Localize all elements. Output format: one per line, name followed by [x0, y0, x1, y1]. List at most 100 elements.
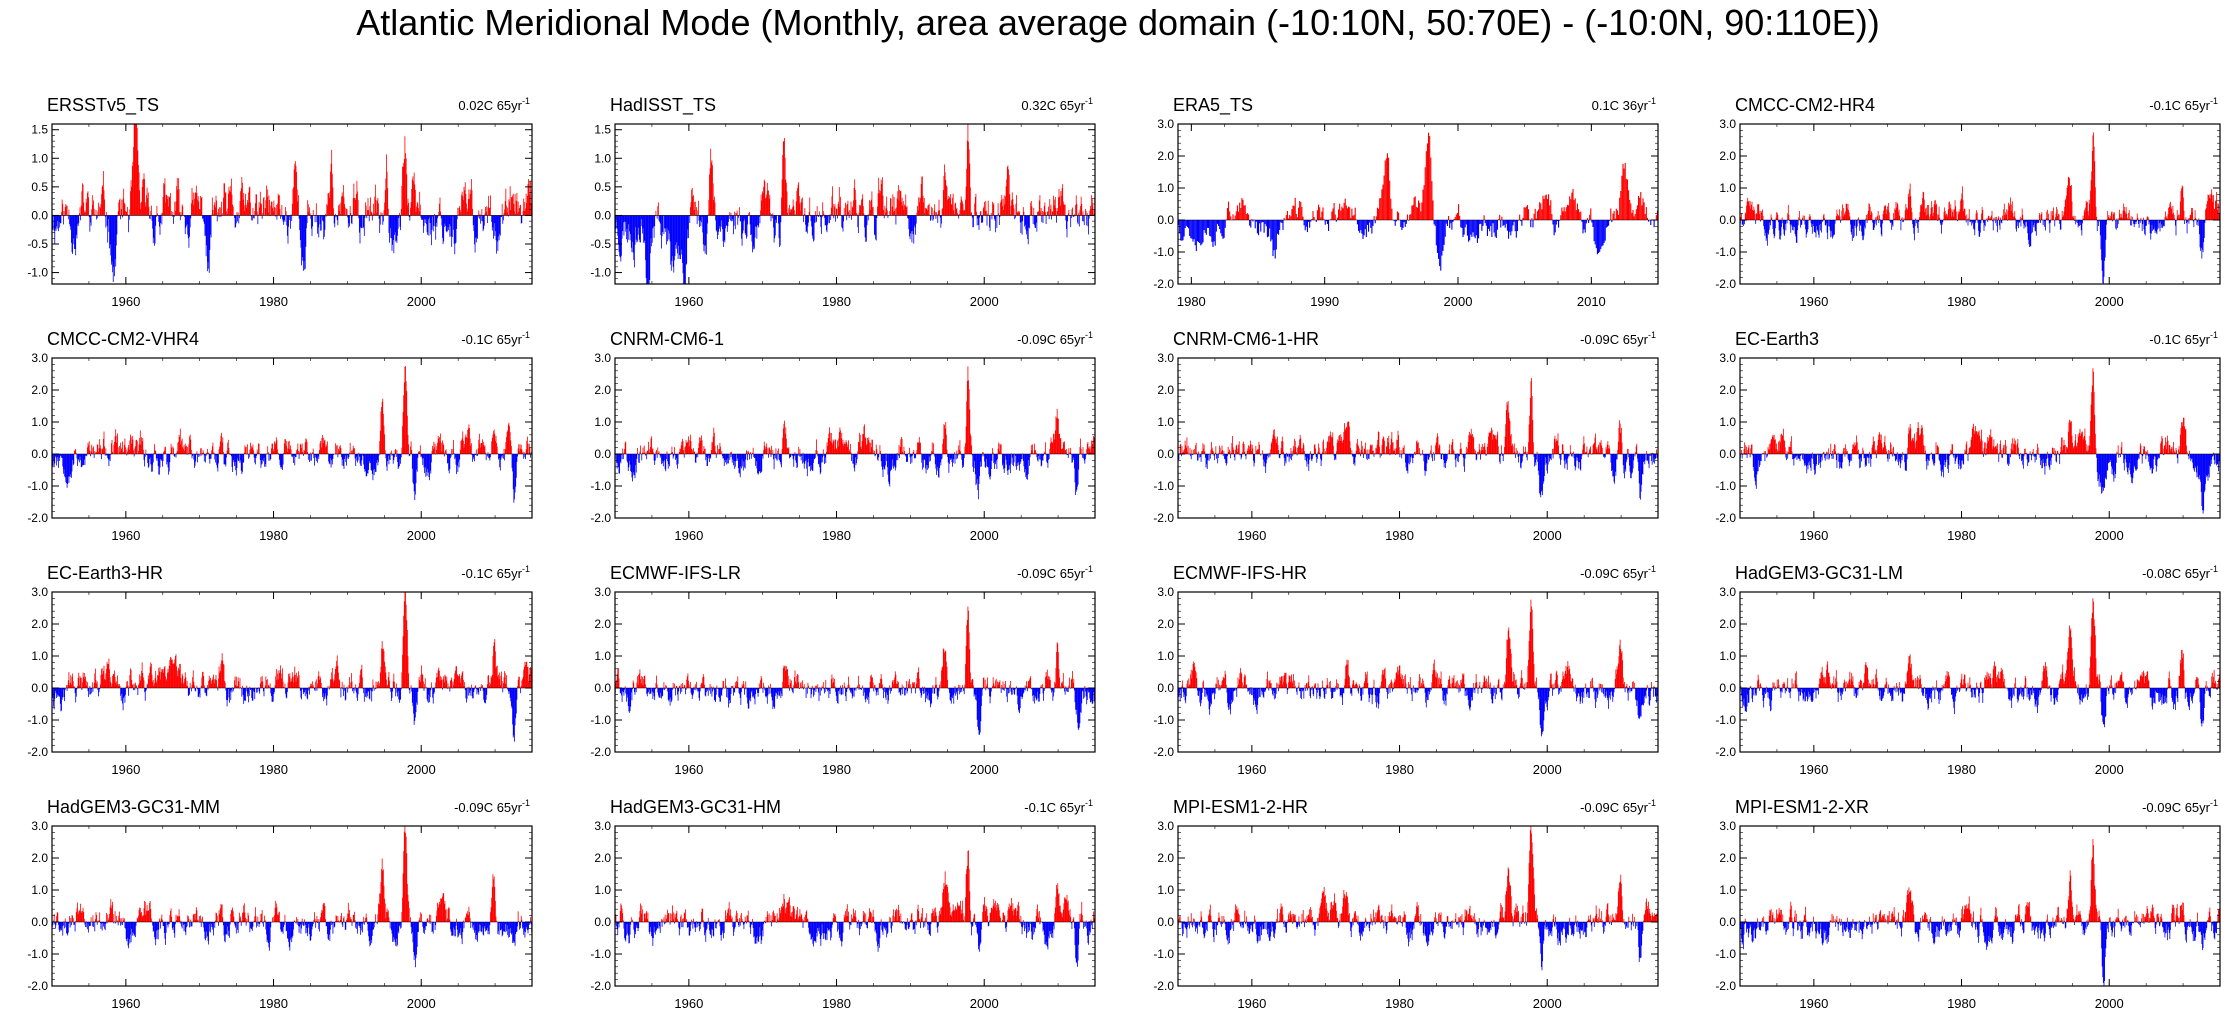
- bar-positive: [988, 214, 990, 216]
- bar-positive: [1378, 208, 1380, 220]
- bar-negative: [1834, 220, 1835, 235]
- bar-positive: [379, 430, 381, 454]
- bar-positive: [763, 179, 765, 216]
- bar-positive: [946, 449, 948, 454]
- bar-negative: [241, 454, 243, 474]
- bar-negative: [667, 454, 669, 462]
- bar-positive: [277, 203, 278, 216]
- bar-negative: [995, 454, 997, 461]
- bar-positive: [1413, 197, 1415, 220]
- bar-positive: [936, 213, 938, 216]
- bar-positive: [119, 198, 121, 216]
- bar-negative: [1983, 220, 1985, 231]
- bar-positive: [791, 208, 793, 216]
- bar-positive: [703, 446, 705, 454]
- bar-negative: [627, 454, 629, 471]
- bar-negative: [842, 215, 844, 232]
- bar-positive: [227, 442, 229, 454]
- bar-positive: [809, 197, 811, 216]
- bar-positive: [956, 450, 958, 454]
- bar-negative: [1452, 220, 1454, 222]
- bar-negative: [684, 215, 686, 284]
- bar-positive: [320, 447, 322, 454]
- bar-negative: [960, 454, 962, 455]
- bar-positive: [2116, 218, 2118, 220]
- bar-positive: [1064, 204, 1066, 216]
- bar-negative: [774, 215, 776, 239]
- bar-negative: [756, 215, 758, 239]
- bar-positive: [1332, 208, 1334, 220]
- bar-positive: [639, 451, 641, 454]
- bar-negative: [1400, 220, 1402, 227]
- bar-negative: [194, 454, 196, 466]
- bar-positive: [246, 199, 248, 216]
- bar-negative: [907, 215, 909, 219]
- bar-positive: [1751, 201, 1753, 220]
- bar-negative: [2187, 220, 2189, 222]
- bar-negative: [884, 454, 886, 470]
- bar-negative: [1204, 220, 1206, 233]
- bar-positive: [1044, 453, 1046, 454]
- bar-positive: [417, 203, 419, 216]
- bar-positive: [900, 190, 902, 216]
- bar-negative: [348, 215, 350, 224]
- bar-negative: [321, 215, 323, 217]
- bar-positive: [2021, 208, 2023, 220]
- bar-positive: [1375, 216, 1377, 220]
- bar-positive: [1754, 209, 1755, 220]
- bar-positive: [871, 439, 873, 454]
- bar-negative: [364, 454, 366, 472]
- bar-negative: [947, 454, 949, 463]
- bar-positive: [964, 446, 966, 454]
- bar-negative: [1085, 454, 1086, 459]
- bar-negative: [734, 215, 736, 230]
- bar-positive: [298, 195, 299, 216]
- bar-negative: [408, 215, 410, 218]
- bar-positive: [184, 443, 186, 454]
- bar-negative: [1404, 220, 1406, 227]
- bar-positive: [1032, 444, 1033, 454]
- bar-negative: [77, 454, 78, 466]
- bar-positive: [966, 380, 968, 454]
- bar-positive: [1944, 210, 1946, 220]
- bar-negative: [789, 454, 791, 458]
- bar-positive: [196, 192, 198, 216]
- bar-negative: [951, 454, 953, 463]
- bar-negative: [270, 454, 272, 460]
- bar-positive: [1883, 206, 1885, 220]
- y-tick-label: -2.0: [590, 511, 611, 525]
- bar-positive: [1945, 215, 1947, 220]
- bar-negative: [675, 215, 677, 249]
- bar-negative: [1274, 220, 1276, 259]
- bar-negative: [449, 215, 451, 237]
- bar-positive: [1884, 205, 1886, 220]
- bar-negative: [59, 215, 61, 228]
- bar-positive: [832, 203, 834, 216]
- bar-positive: [525, 449, 527, 454]
- bar-positive: [637, 448, 638, 454]
- bar-negative: [1504, 220, 1506, 228]
- x-tick-label: 1990: [1310, 294, 1339, 309]
- bar-negative: [345, 454, 347, 463]
- bar-positive: [2011, 201, 2013, 220]
- bar-positive: [411, 179, 413, 216]
- bar-negative: [1032, 215, 1034, 225]
- bar-negative: [1508, 220, 1510, 239]
- bar-negative: [2029, 220, 2030, 247]
- bar-negative: [932, 215, 934, 221]
- bar-negative: [975, 454, 977, 486]
- bar-positive: [2182, 186, 2184, 220]
- bar-positive: [886, 210, 888, 216]
- bar-negative: [679, 215, 681, 260]
- bar-positive: [1958, 213, 1960, 220]
- bar-negative: [217, 454, 219, 472]
- bar-positive: [713, 432, 715, 454]
- bar-positive: [883, 209, 885, 216]
- bar-negative: [635, 215, 637, 228]
- bar-negative: [665, 454, 667, 460]
- bar-positive: [1943, 212, 1945, 220]
- bar-positive: [1426, 143, 1428, 220]
- bar-positive: [1376, 207, 1378, 220]
- plot-frame: [1739, 123, 2221, 285]
- bar-positive: [1870, 215, 1872, 220]
